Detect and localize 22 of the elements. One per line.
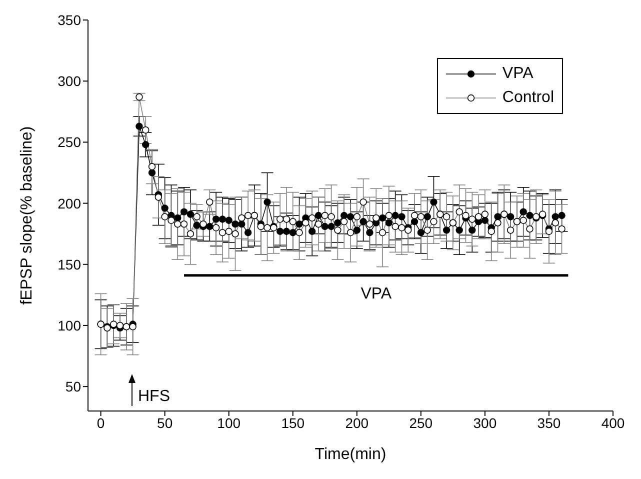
y-tick-label: 300: [58, 73, 82, 90]
x-tick-label: 50: [157, 414, 173, 431]
y-tick-label: 350: [58, 12, 82, 28]
x-tick-label: 400: [601, 414, 625, 431]
x-tick-label: 350: [537, 414, 561, 431]
y-tick-label: 100: [58, 317, 82, 334]
y-tick-label: 250: [58, 134, 82, 150]
x-axis-title: Time(min): [314, 446, 386, 463]
x-tick-label: 150: [281, 414, 305, 431]
x-tick-label: 250: [409, 414, 433, 431]
y-tick-label: 200: [58, 195, 82, 212]
x-tick-label: 100: [217, 414, 241, 431]
y-tick-label: 50: [65, 378, 82, 395]
x-tick-label: 300: [473, 414, 497, 431]
y-axis-title: fEPSP slope(% baseline): [18, 126, 36, 305]
x-tick-label: 200: [345, 414, 369, 431]
y-tick-label: 150: [58, 256, 82, 272]
x-tick-label: 0: [96, 414, 105, 431]
legend-label: VPA: [502, 65, 534, 83]
annotation: HFS: [138, 388, 170, 406]
series-label: VPA: [360, 286, 392, 303]
legend-label: Control: [502, 89, 554, 107]
